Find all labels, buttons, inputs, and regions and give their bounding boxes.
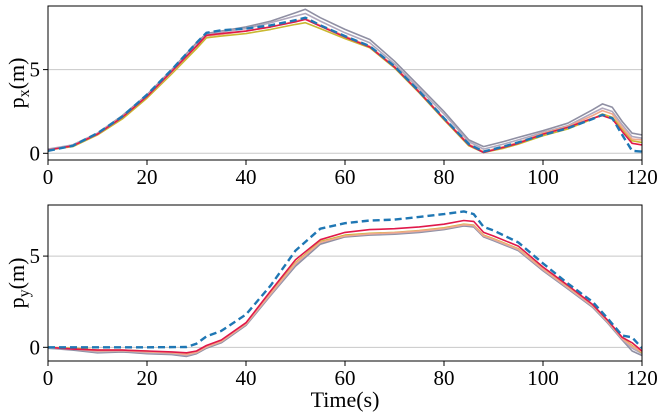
bottom-xtick-label-120: 120 xyxy=(626,366,658,390)
top-series-estimate-gray-2 xyxy=(48,12,642,150)
bottom-series-estimate-yellow xyxy=(48,223,642,355)
top-xtick-label-60: 60 xyxy=(335,165,356,189)
bottom-xtick-label-60: 60 xyxy=(335,366,356,390)
bottom-ylabel-sub: y xyxy=(16,289,33,297)
top-xtick-label-0: 0 xyxy=(43,165,54,189)
bottom-ytick-label-5: 5 xyxy=(30,244,41,268)
bottom-xlabel: Time(s) xyxy=(311,387,380,412)
bottom-series-estimate-gray-1 xyxy=(48,225,642,358)
bottom-xtick-label-20: 20 xyxy=(137,366,158,390)
bottom-xtick-label-100: 100 xyxy=(527,366,559,390)
top-xtick-label-40: 40 xyxy=(236,165,257,189)
top-ytick-label-0: 0 xyxy=(30,141,41,165)
bottom-xtick-label-80: 80 xyxy=(434,366,455,390)
bottom-axes-frame xyxy=(47,204,643,362)
bottom-xtick-label-0: 0 xyxy=(43,366,54,390)
bottom-series-estimate-gray-2 xyxy=(48,224,642,357)
top-ylabel-unit: (m) xyxy=(4,58,29,90)
top-ylabel: px(m) xyxy=(4,58,33,109)
bottom-ylabel-main: p xyxy=(4,297,29,308)
top-ylabel-sub: x xyxy=(16,89,33,97)
top-ytick-label-5: 5 xyxy=(30,58,41,82)
bottom-series-estimate-orange xyxy=(48,223,642,356)
top-xtick-label-20: 20 xyxy=(137,165,158,189)
bottom-ylabel: py(m) xyxy=(4,258,33,309)
bottom-series-group xyxy=(48,210,642,358)
bottom-ytick-label-0: 0 xyxy=(30,335,41,359)
top-ylabel-main: p xyxy=(4,97,29,108)
top-series-reference xyxy=(48,16,642,153)
top-xtick-label-100: 100 xyxy=(527,165,559,189)
bottom-xtick-label-40: 40 xyxy=(236,366,257,390)
top-xtick-label-80: 80 xyxy=(434,165,455,189)
top-xtick-label-120: 120 xyxy=(626,165,658,189)
top-series-group xyxy=(48,8,642,154)
top-series-estimate-gray-1 xyxy=(48,8,642,151)
bottom-ylabel-unit: (m) xyxy=(4,258,29,290)
bottom-series-reference xyxy=(48,210,642,350)
bottom-series-estimate-red xyxy=(48,219,642,354)
